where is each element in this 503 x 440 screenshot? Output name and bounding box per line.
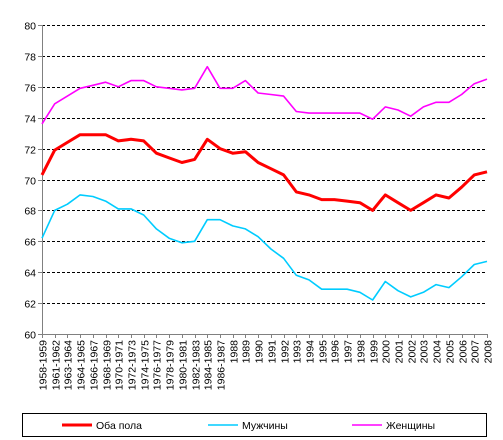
legend-label: Мужчины (242, 420, 288, 432)
x-tick-label: 1980-1981 (178, 340, 190, 390)
x-tick-label: 1998 (356, 340, 368, 364)
y-tick-label: 76 (24, 83, 36, 95)
y-axis: 60 62 64 66 68 70 72 74 76 78 80 (24, 21, 42, 342)
x-tick-label: 1986-1987 (216, 340, 228, 390)
x-tick-label: 2000 (381, 340, 393, 364)
x-tick-label: 1996 (330, 340, 342, 364)
x-tick-label: 1970-1971 (114, 340, 126, 390)
x-tick-label: 1999 (369, 340, 381, 364)
y-tick-label: 80 (24, 21, 36, 33)
x-tick-label: 2001 (394, 340, 406, 364)
x-tick-label: 1990 (254, 340, 266, 364)
y-tick-label: 66 (24, 237, 36, 249)
x-tick-label: 1991 (267, 340, 279, 364)
x-tick-label: 2007 (470, 340, 482, 364)
series-line (41, 194, 488, 301)
legend-box (22, 413, 487, 437)
x-tick-label: 1972-1973 (127, 340, 139, 390)
x-tick-label: 1964-1965 (76, 340, 88, 390)
x-tick-label: 1961-1962 (51, 340, 63, 390)
x-tick-label: 2006 (458, 340, 470, 364)
x-tick-label: 1988 (229, 340, 241, 364)
x-tick-label: 1976-1977 (152, 340, 164, 390)
x-tick-label: 1995 (318, 340, 330, 364)
x-tick-label: 1968-1969 (102, 340, 114, 390)
x-tick-label: 1997 (343, 340, 355, 364)
y-tick-label: 60 (24, 330, 36, 342)
y-tick-label: 78 (24, 52, 36, 64)
series-line (41, 65, 488, 125)
y-tick-label: 68 (24, 206, 36, 218)
x-tick-label: 1993 (292, 340, 304, 364)
plot-area (42, 25, 487, 335)
x-tick-label: 1994 (305, 340, 317, 364)
legend: Оба пола Мужчины Женщины (22, 413, 487, 437)
y-tick-label: 64 (24, 268, 36, 280)
series-lines (40, 65, 488, 301)
x-tick-label: 2008 (483, 340, 495, 364)
x-tick-label: 1992 (280, 340, 292, 364)
x-tick-label: 1963-1964 (63, 340, 75, 390)
x-tick-label: 2005 (445, 340, 457, 364)
x-tick-label: 1974-1975 (140, 340, 152, 390)
y-tick-label: 74 (24, 114, 36, 126)
x-tick-label: 1989 (241, 340, 253, 364)
x-tick-label: 2002 (407, 340, 419, 364)
x-tick-label: 1966-1967 (89, 340, 101, 390)
x-tick-label: 1982-1983 (191, 340, 203, 390)
x-tick-label: 1978-1979 (165, 340, 177, 390)
x-tick-label: 2003 (419, 340, 431, 364)
x-axis: 1958-1959 1961-1962 1963-1964 1964-1965 1966… (38, 334, 495, 390)
y-tick-label: 62 (24, 299, 36, 311)
legend-label: Оба пола (96, 420, 142, 432)
x-tick-label: 1984-1985 (203, 340, 215, 390)
x-tick-label: 1958-1959 (38, 340, 50, 390)
y-tick-label: 70 (24, 176, 36, 188)
x-tick-label: 2004 (432, 340, 444, 364)
legend-label: Женщины (386, 420, 435, 432)
series-line (40, 133, 488, 212)
y-tick-label: 72 (24, 145, 36, 157)
